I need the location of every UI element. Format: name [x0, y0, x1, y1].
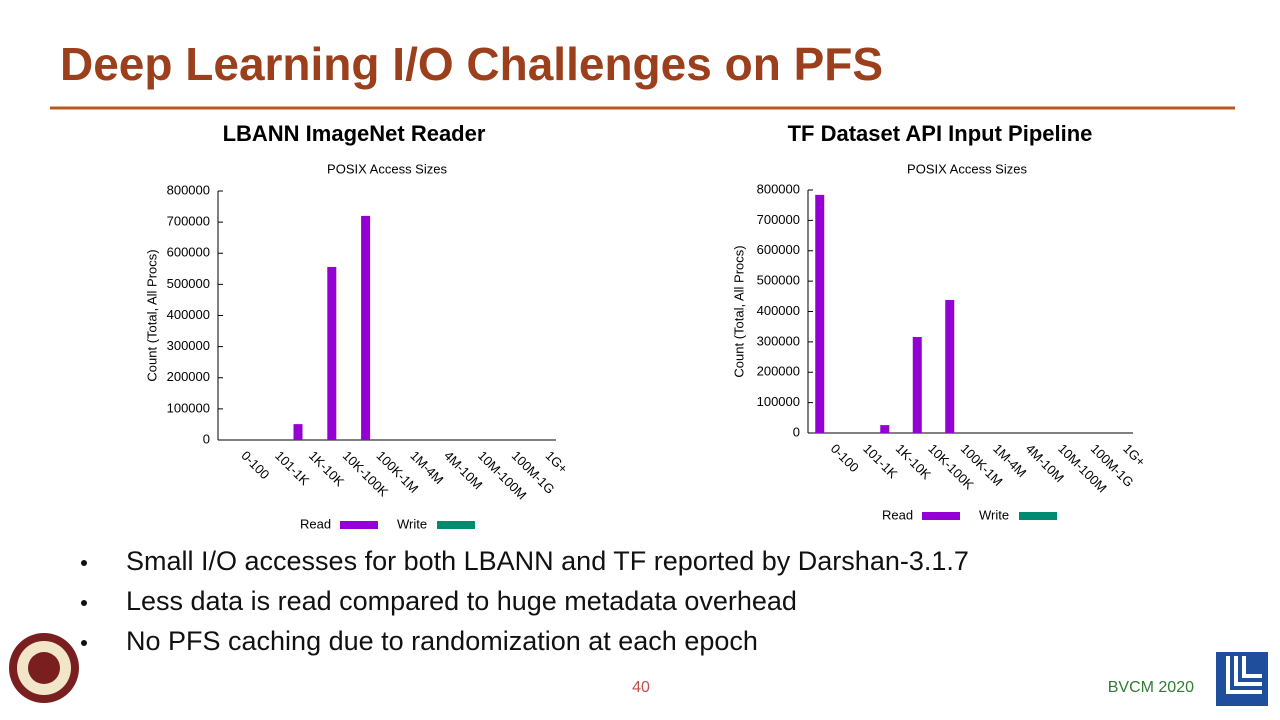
legend-label: Write: [979, 507, 1009, 522]
y-tick-label: 700000: [167, 214, 210, 229]
bar: [293, 424, 303, 440]
x-tick-label: 101-1K: [860, 441, 900, 481]
y-tick-label: 300000: [167, 338, 210, 353]
x-tick-label: 1G+: [543, 448, 571, 476]
bullet-dot: [81, 640, 87, 646]
page-number: 40: [632, 679, 650, 696]
bar: [880, 425, 890, 433]
bullet-text: Less data is read compared to huge metad…: [126, 586, 797, 616]
bar: [361, 215, 371, 440]
bar: [945, 299, 955, 433]
y-tick-label: 200000: [757, 364, 800, 379]
x-tick-label: 0-100: [828, 441, 862, 475]
slide-title: Deep Learning I/O Challenges on PFS: [60, 38, 883, 90]
y-tick-label: 700000: [757, 212, 800, 227]
legend-label: Write: [397, 516, 427, 531]
y-tick-label: 400000: [167, 307, 210, 322]
y-axis-label: Count (Total, All Procs): [144, 249, 159, 381]
x-tick-label: 101-1K: [272, 448, 312, 488]
chart-title: LBANN ImageNet Reader: [223, 121, 486, 146]
chart-subtitle: POSIX Access Sizes: [907, 161, 1027, 176]
x-tick-label: 1K-10K: [306, 448, 348, 490]
y-tick-label: 300000: [757, 333, 800, 348]
footer: BVCM 2020: [1108, 679, 1194, 696]
y-axis-label: Count (Total, All Procs): [731, 245, 746, 377]
legend-label: Read: [300, 516, 331, 531]
y-tick-label: 400000: [757, 303, 800, 318]
y-tick-label: 0: [793, 424, 800, 439]
bar: [912, 337, 922, 433]
x-tick-label: 1G+: [1120, 441, 1148, 469]
legend-label: Read: [882, 507, 913, 522]
lab-logo: [1216, 652, 1268, 706]
university-seal: [9, 633, 79, 703]
y-tick-label: 200000: [167, 369, 210, 384]
y-tick-label: 100000: [757, 394, 800, 409]
legend-swatch: [922, 512, 960, 520]
y-tick-label: 100000: [167, 400, 210, 415]
bullet-dot: [81, 560, 87, 566]
bar: [327, 266, 337, 440]
x-tick-label: 0-100: [238, 448, 272, 482]
legend-swatch: [1019, 512, 1057, 520]
y-tick-label: 500000: [167, 276, 210, 291]
x-tick-label: 1K-10K: [893, 441, 935, 483]
bullet-text: No PFS caching due to randomization at e…: [126, 626, 758, 656]
y-tick-label: 800000: [167, 182, 210, 197]
y-tick-label: 600000: [757, 242, 800, 257]
y-tick-label: 600000: [167, 245, 210, 260]
y-tick-label: 500000: [757, 273, 800, 288]
chart-subtitle: POSIX Access Sizes: [327, 161, 447, 176]
bullet-text: Small I/O accesses for both LBANN and TF…: [126, 546, 969, 576]
bullet-dot: [81, 600, 87, 606]
bullets: Small I/O accesses for both LBANN and TF…: [81, 546, 969, 656]
legend-swatch: [340, 521, 378, 529]
legend-swatch: [437, 521, 475, 529]
y-tick-label: 800000: [757, 181, 800, 196]
bar: [815, 194, 825, 433]
chart-title: TF Dataset API Input Pipeline: [788, 121, 1093, 146]
y-tick-label: 0: [203, 431, 210, 446]
